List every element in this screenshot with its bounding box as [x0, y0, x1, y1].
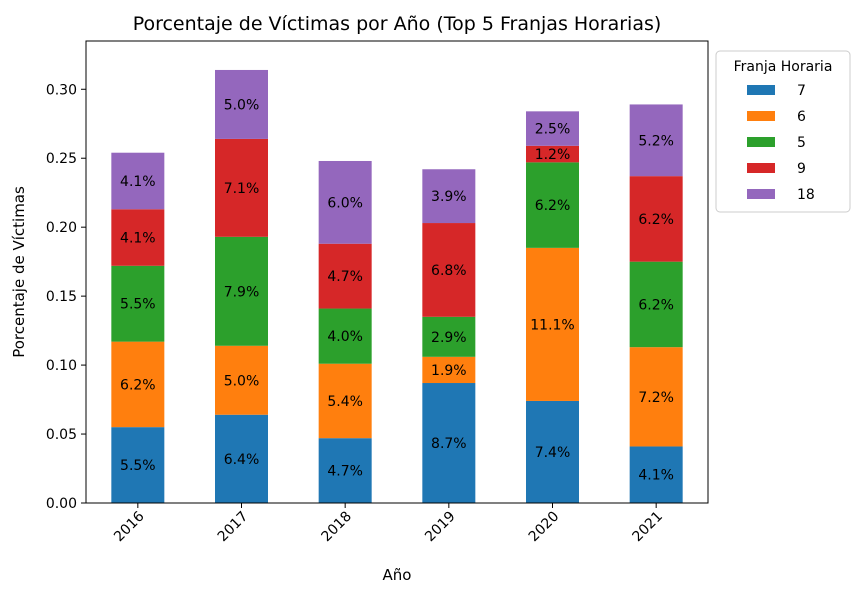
bar-segment	[111, 341, 165, 428]
bar-segment-label: 2.9%	[431, 330, 467, 346]
x-tick-label: 2016	[111, 508, 148, 545]
y-tick-label: 0.20	[46, 220, 77, 236]
bar-segment-label: 8.7%	[431, 436, 467, 452]
bar-segment	[111, 152, 165, 210]
y-tick-label: 0.15	[46, 289, 77, 305]
y-tick-label: 0.25	[46, 151, 77, 167]
bar-segment	[422, 223, 476, 317]
legend-item-label: 7	[797, 83, 806, 99]
bar-segment	[111, 265, 165, 342]
bar-segment-label: 4.1%	[120, 174, 156, 190]
bar-segment-label: 11.1%	[530, 317, 574, 333]
bar-segment	[629, 104, 683, 177]
legend-item-label: 6	[797, 109, 806, 125]
legend-item-label: 5	[797, 135, 806, 151]
bar-segment	[318, 243, 372, 309]
bar-segment	[629, 347, 683, 447]
legend-item-label: 9	[797, 161, 806, 177]
bar-segment	[111, 427, 165, 503]
legend-swatch	[747, 189, 775, 199]
plot-area: 5.5% 6.2% 5.5% 4.1% 4.1% 6.4% 5.0% 7.9% 7.1% 5.0%…	[46, 40, 709, 546]
bar-segment	[215, 69, 268, 139]
x-tick-label: 2021	[629, 509, 666, 546]
legend-title: Franja Horaria	[734, 59, 833, 75]
x-tick-label: 2018	[318, 509, 355, 546]
bar-segment-label: 1.2%	[535, 147, 571, 163]
y-axis-label: Porcentaje de Víctimas	[10, 186, 28, 358]
bar-segment-label: 6.8%	[431, 263, 467, 279]
bar-segment	[422, 356, 476, 384]
bar-segment	[629, 176, 683, 262]
bar-segment	[318, 308, 372, 364]
bar-segment-label: 4.7%	[327, 269, 363, 285]
legend-swatch	[747, 137, 775, 147]
bar-segment	[422, 169, 476, 224]
bar-segment-label: 5.5%	[120, 297, 156, 313]
bar-segment-label: 6.2%	[638, 297, 674, 313]
bar-segment	[526, 162, 579, 248]
bar-segment-label: 3.9%	[431, 189, 467, 205]
plot-frame	[85, 40, 709, 504]
bar-segment-label: 5.2%	[638, 133, 674, 149]
bar-segment-label: 2.5%	[535, 122, 571, 138]
bar-segment	[526, 400, 579, 503]
bar-segment	[422, 383, 476, 503]
bar-segment-label: 7.2%	[638, 390, 674, 406]
legend-frame	[715, 50, 851, 213]
bar-segment	[215, 345, 268, 415]
bar-segment-label: 1.9%	[431, 363, 467, 379]
legend-swatch	[747, 111, 775, 121]
bar-segment-label: 4.7%	[327, 464, 363, 480]
bar-segment-label: 5.0%	[224, 373, 260, 389]
bar-segment	[318, 438, 372, 503]
legend-item-label: 18	[797, 187, 815, 203]
bar-segment	[111, 209, 165, 266]
bar-segment-label: 4.1%	[120, 231, 156, 247]
bar-segment	[526, 247, 579, 401]
legend-swatch	[747, 163, 775, 173]
bar-segment-label: 6.2%	[120, 377, 156, 393]
bar-segment-label: 7.1%	[224, 181, 260, 197]
bar-segment	[526, 145, 579, 163]
bar-segment	[215, 236, 268, 346]
legend: Franja Horaria 7 6 5 9 18	[715, 50, 851, 213]
bar-segment	[318, 160, 372, 244]
y-tick-label: 0.05	[46, 427, 77, 443]
bar-segment-label: 5.0%	[224, 97, 260, 113]
x-tick-label: 2017	[215, 509, 252, 546]
legend-swatch	[747, 85, 775, 95]
x-axis-label: Año	[383, 566, 412, 584]
y-tick-label: 0.00	[46, 496, 77, 512]
y-tick-label: 0.30	[46, 82, 77, 98]
bar-segment	[318, 363, 372, 439]
bar-segment	[422, 316, 476, 357]
bar-segment	[526, 111, 579, 146]
bar-segment-label: 4.0%	[327, 329, 363, 345]
bar-segment-label: 7.4%	[535, 445, 571, 461]
y-tick-label: 0.10	[46, 358, 77, 374]
bar-segment-label: 7.9%	[224, 284, 260, 300]
bar-segment-label: 6.4%	[224, 452, 260, 468]
bar-segment-label: 6.2%	[535, 198, 571, 214]
bar-segment	[215, 414, 268, 503]
x-tick-label: 2020	[526, 509, 563, 546]
bar-segment	[629, 446, 683, 503]
bar-segment-label: 4.1%	[638, 468, 674, 484]
bar-segment-label: 6.0%	[327, 195, 363, 211]
bar-segment	[215, 138, 268, 237]
chart-title: Porcentaje de Víctimas por Año (Top 5 Fr…	[133, 13, 662, 35]
bar-segment	[629, 261, 683, 348]
bar-segment-label: 5.5%	[120, 458, 156, 474]
x-tick-label: 2019	[422, 509, 459, 546]
bar-segment-label: 5.4%	[327, 394, 363, 410]
bar-segment-label: 6.2%	[638, 212, 674, 228]
